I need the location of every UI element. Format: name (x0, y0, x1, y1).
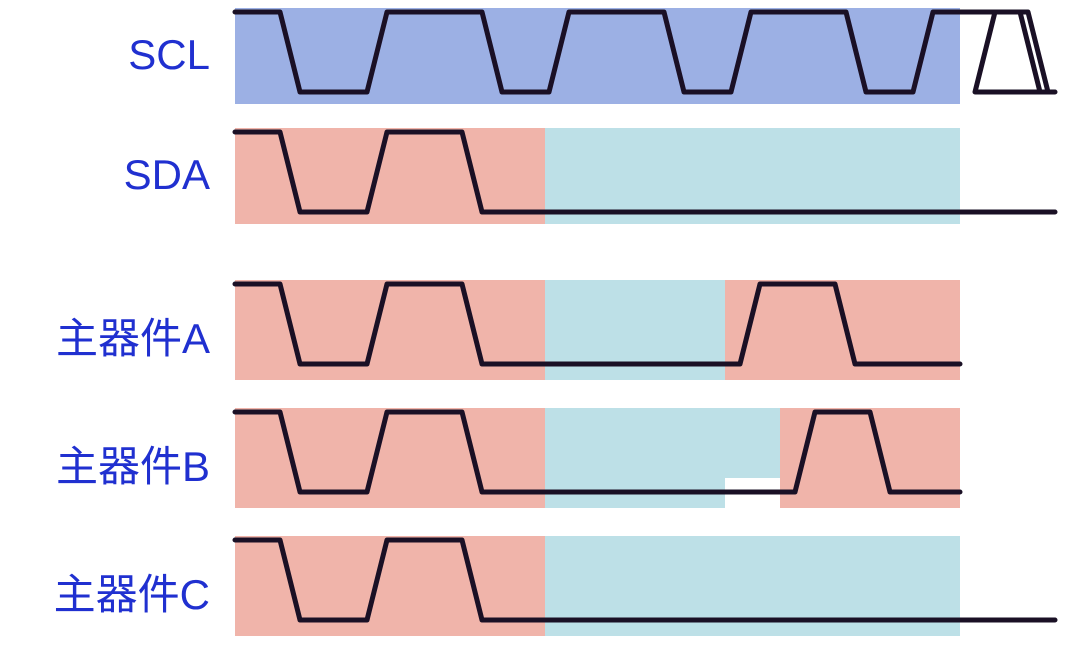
waveform-sda (0, 128, 1080, 234)
waveform-mb (0, 408, 1080, 518)
waveform-ma (0, 280, 1080, 390)
waveform-mc (0, 536, 1080, 646)
timing-diagram: SCLSDA主器件A主器件B主器件C (0, 0, 1080, 659)
waveform-scl (0, 8, 1080, 114)
